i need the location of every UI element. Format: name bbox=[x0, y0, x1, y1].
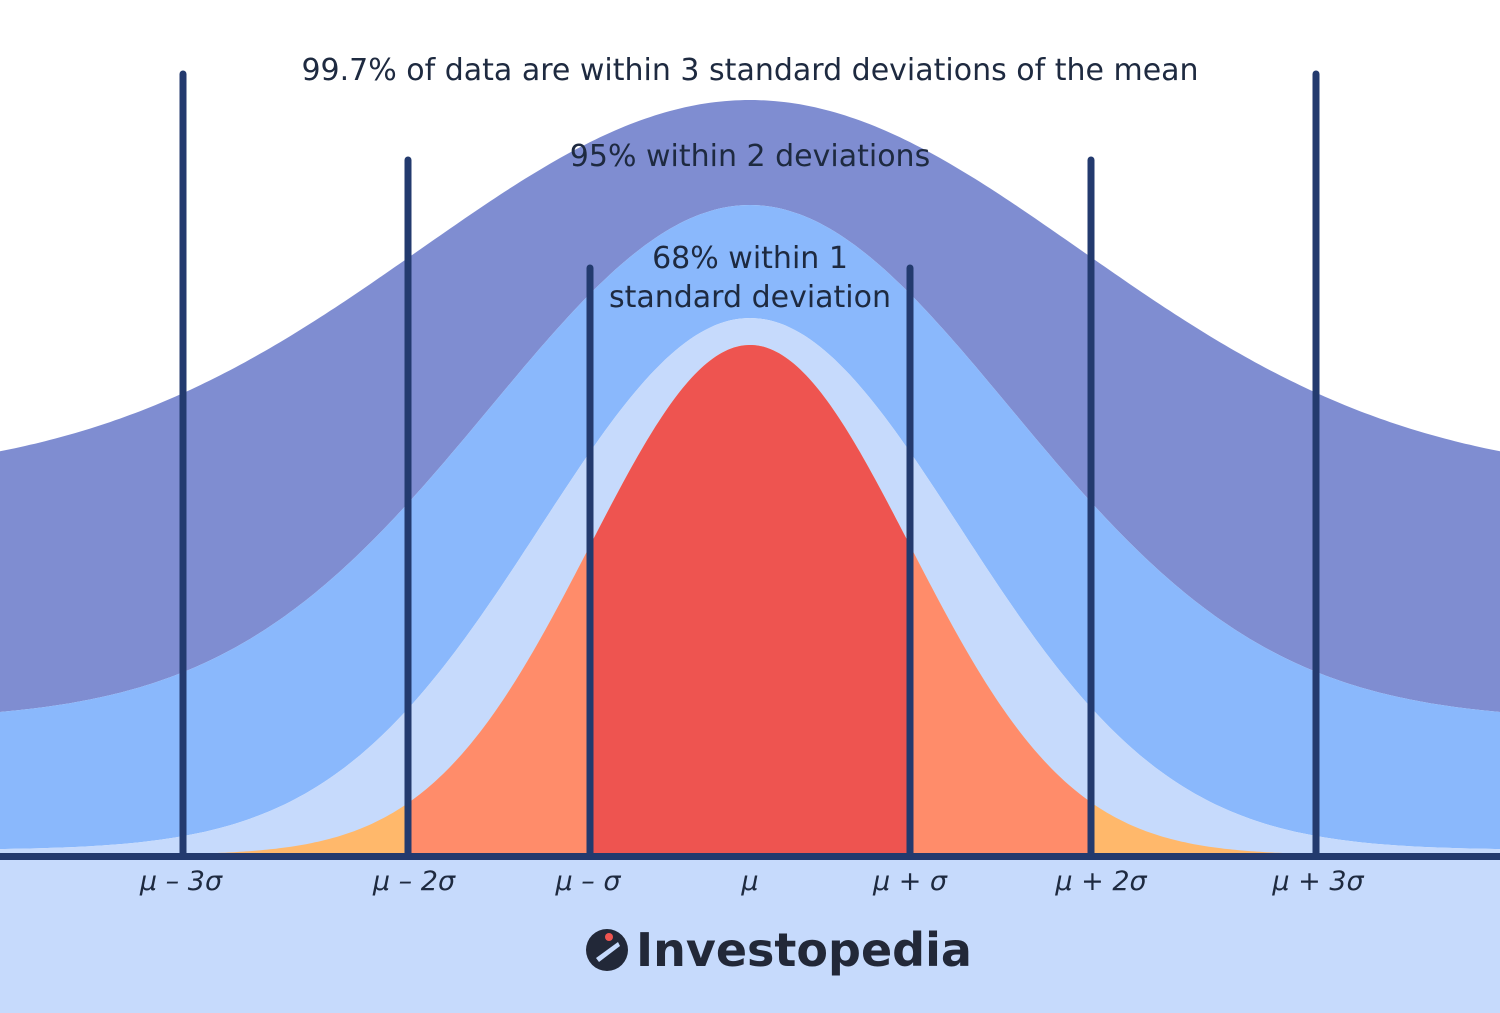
band-two-sd bbox=[0, 205, 1500, 850]
band-three-sd bbox=[0, 100, 1500, 712]
heading-two-sd: 95% within 2 deviations bbox=[570, 139, 930, 174]
heading-one-sd-line2: standard deviation bbox=[609, 280, 891, 315]
tick-plus-1-sigma: μ + σ bbox=[872, 866, 948, 897]
tick-minus-3-sigma: μ – 3σ bbox=[139, 866, 223, 897]
baseline-axis bbox=[0, 853, 1500, 860]
background-bottom bbox=[0, 855, 1500, 1013]
tick-minus-2-sigma: μ – 2σ bbox=[372, 866, 456, 897]
tick-plus-3-sigma: μ + 3σ bbox=[1271, 866, 1364, 897]
tick-plus-2-sigma: μ + 2σ bbox=[1054, 866, 1147, 897]
heading-one-sd-line1: 68% within 1 bbox=[652, 241, 848, 276]
tick-minus-1-sigma: μ – σ bbox=[555, 866, 622, 897]
investopedia-i-icon bbox=[586, 929, 628, 971]
region-within-one-sd bbox=[593, 345, 907, 855]
brand-name: Investopedia bbox=[636, 923, 972, 977]
heading-three-sd: 99.7% of data are within 3 standard devi… bbox=[301, 53, 1198, 88]
tick-mean: μ bbox=[740, 866, 758, 897]
